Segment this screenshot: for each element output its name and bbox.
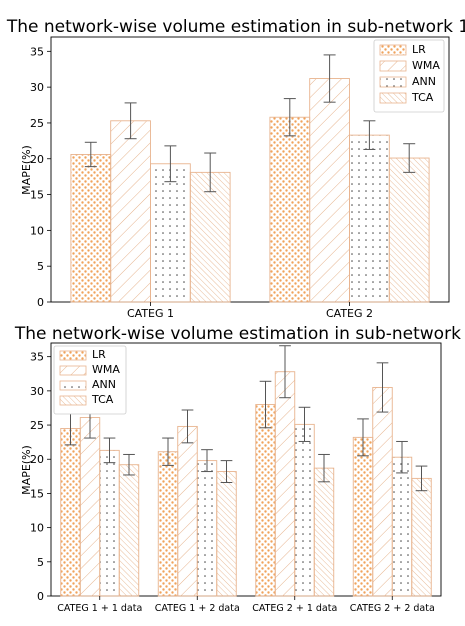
y-tick-label: 0 (37, 296, 44, 309)
bar-wma (110, 120, 151, 303)
y-tick-label: 30 (30, 385, 44, 398)
x-tick-label: CATEG 1 (127, 307, 174, 320)
bar-wma (274, 371, 296, 597)
y-tick-label: 25 (30, 419, 44, 432)
bar-ann (391, 456, 413, 597)
y-tick-label: 5 (37, 556, 44, 569)
legend-swatch-wma (59, 365, 87, 376)
chart-1-plot: 0 5 10 15 20 25 30 35 CATEG 1 CATEG 2 LR WMA ANN TCA (30, 36, 450, 320)
legend-swatch-lr (379, 44, 407, 56)
chart-1: The network-wise volume estimation in su… (6, 17, 465, 320)
bar-ann (349, 134, 390, 303)
y-tick-label: 15 (30, 487, 44, 500)
x-tick-label: CATEG 2 (326, 307, 373, 320)
legend-swatch-ann (379, 76, 407, 88)
bar-ann (99, 449, 120, 597)
x-tick-label: CATEG 1 + 1 data (57, 603, 142, 614)
bar-lr (269, 116, 311, 303)
x-tick-label: CATEG 2 + 1 data (252, 603, 337, 614)
y-tick-label: 5 (37, 260, 44, 273)
legend-label-ann: ANN (412, 75, 436, 88)
y-tick-label: 25 (30, 117, 44, 130)
legend-label-tca: TCA (91, 393, 114, 406)
axes-frame (50, 36, 450, 303)
y-tick-label: 20 (30, 153, 44, 166)
legend-label-wma: WMA (412, 59, 440, 72)
bar-lr (70, 154, 112, 303)
bar-ann (294, 423, 315, 597)
y-tick-label: 35 (30, 351, 44, 364)
bar-tca (313, 467, 335, 597)
legend-label-tca: TCA (411, 91, 434, 104)
y-tick-label: 20 (30, 453, 44, 466)
legend-swatch-tca (379, 92, 407, 104)
bar-lr (255, 404, 276, 597)
y-tick-label: 15 (30, 189, 44, 202)
bar-lr (352, 436, 374, 597)
legend-label-ann: ANN (92, 378, 116, 391)
legend-swatch-ann (59, 380, 87, 391)
y-tick-label: 35 (30, 45, 44, 58)
bar-tca (411, 477, 432, 597)
legend-label-lr: LR (412, 43, 426, 56)
legend-swatch-lr (59, 350, 87, 361)
y-tick-label: 30 (30, 81, 44, 94)
chart-2: The network-wise volume estimation in su… (14, 324, 465, 614)
chart-1-ylabel: MAPE(%) (20, 145, 33, 195)
bar-ann (196, 460, 218, 597)
legend-label-lr: LR (92, 348, 106, 361)
y-tick-label: 10 (30, 522, 44, 535)
legend-label-wma: WMA (92, 363, 120, 376)
chart-2-plot: 0 5 10 15 20 25 30 35 CATEG 1 + 1 data CATEG 1 + … (30, 342, 442, 614)
x-tick-label: CATEG 1 + 2 data (155, 603, 240, 614)
bar-tca (118, 464, 140, 597)
bar-ann (150, 163, 191, 303)
legend-swatch-wma (379, 60, 407, 72)
bar-tca (388, 157, 430, 303)
bar-tca (189, 171, 231, 303)
chart-2-ylabel: MAPE(%) (20, 445, 33, 495)
bar-lr (157, 451, 179, 597)
chart-2-title: The network-wise volume estimation in su… (14, 324, 465, 344)
bar-tca (216, 471, 237, 597)
legend-swatch-tca (59, 395, 87, 406)
bar-lr (60, 428, 81, 597)
bar-wma (309, 78, 350, 303)
y-tick-label: 10 (30, 224, 44, 237)
bar-wma (79, 417, 101, 597)
axes-frame (50, 342, 442, 597)
bar-wma (372, 386, 393, 597)
x-tick-label: CATEG 2 + 2 data (350, 603, 435, 614)
chart-1-title: The network-wise volume estimation in su… (6, 17, 465, 37)
y-tick-label: 0 (37, 590, 44, 603)
bar-wma (177, 425, 198, 597)
